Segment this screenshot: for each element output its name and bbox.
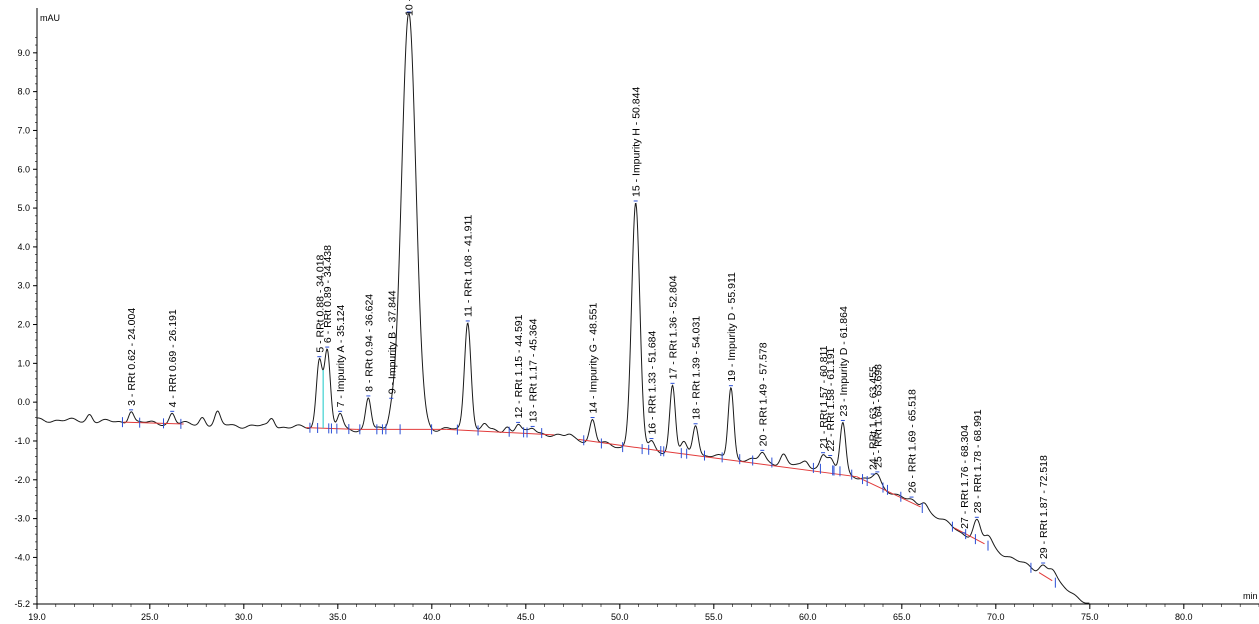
- peak-label: 8 - RRt 0.94 - 36.624: [363, 294, 375, 392]
- x-tick-label: 55.0: [705, 612, 723, 622]
- peak-label: 24 - RRt 1.63 - 63.455: [868, 366, 880, 470]
- x-tick-label: 80.0: [1175, 612, 1193, 622]
- peak-annotation: 9 - Impurity B - 37.844: [381, 290, 401, 435]
- peak-label: 16 - RRt 1.33 - 51.684: [646, 330, 658, 434]
- y-tick-label: -5.2: [14, 599, 30, 609]
- baseline-segment: [446, 428, 555, 436]
- peak-annotation: 16 - RRt 1.33 - 51.684: [641, 330, 662, 457]
- peak-annotation: 3 - RRt 0.62 - 24.004: [121, 308, 141, 428]
- peak-annotation: 13 - RRt 1.17 - 45.364: [523, 318, 543, 439]
- peak-label: 10 - Atorvastatin - 38.773: [404, 0, 416, 16]
- peak-annotation: 4 - RRt 0.69 - 26.191: [163, 309, 182, 429]
- x-tick-label: 35.0: [329, 612, 347, 622]
- peak-annotation: 12 - RRt 1.15 - 44.591: [508, 314, 528, 438]
- peak-label: 13 - RRt 1.17 - 45.364: [528, 318, 540, 422]
- x-tick-label: 30.0: [235, 612, 253, 622]
- y-tick-label: 1.0: [17, 358, 30, 368]
- peak-label: 20 - RRt 1.49 - 57.578: [757, 342, 769, 446]
- peak-label: 7 - Impurity A - 35.124: [335, 304, 347, 407]
- peak-label: 12 - RRt 1.15 - 44.591: [513, 314, 525, 418]
- peak-label: 18 - RRt 1.39 - 54.031: [691, 316, 703, 420]
- y-tick-label: 4.0: [17, 242, 30, 252]
- peak-label: 23 - Impurity D - 61.864: [838, 306, 850, 416]
- peak-annotation: 14 - Impurity G - 48.551: [583, 302, 602, 449]
- peak-label: 11 - RRt 1.08 - 41.911: [463, 214, 475, 316]
- peak-annotation: 23 - Impurity D - 61.864: [833, 306, 853, 480]
- trace-layer: [36, 13, 1090, 604]
- peak-label: 6 - RRt 0.89 - 34.438: [322, 245, 334, 343]
- peak-label: 15 - Impurity H - 50.844: [631, 87, 643, 197]
- peak-annotation: 6 - RRt 0.89 - 34.438: [317, 245, 338, 434]
- peak-label: 19 - Impurity D - 55.911: [726, 272, 738, 382]
- y-tick-label: -4.0: [14, 552, 30, 562]
- y-tick-label: 3.0: [17, 281, 30, 291]
- peak-label: 3 - RRt 0.62 - 24.004: [126, 308, 138, 406]
- peak-annotation: 22 - RRt 1.58 - 61.191: [819, 347, 841, 477]
- peak-annotation: 7 - Impurity A - 35.124: [330, 304, 350, 435]
- peak-label: 25 - RRt 1.64 - 63.698: [872, 364, 884, 468]
- peak-annotation: 19 - Impurity D - 55.911: [721, 272, 741, 465]
- peak-label: 22 - RRt 1.58 - 61.191: [825, 347, 837, 451]
- baseline-segment: [662, 450, 857, 478]
- y-axis: 9.0 8.0 7.0 6.0 5.0 4.0 3.0 2.0 1.0 0.0 -1.0 -2.0 -3…: [14, 8, 38, 609]
- peak-label: 17 - RRt 1.36 - 52.804: [668, 275, 680, 379]
- y-tick-label: 0.0: [17, 397, 30, 407]
- x-axis: 19.0 25.0 30.0 35.0 40.0 45.0 50.0 55.0 60.0 65.0…: [28, 603, 1259, 622]
- x-tick-label: 60.0: [799, 612, 817, 622]
- peak-annotation: 26 - RRt 1.69 - 65.518: [900, 389, 923, 513]
- peak-annotation: 25 - RRt 1.64 - 63.698: [866, 364, 888, 495]
- peak-annotation: 11 - RRt 1.08 - 41.911: [456, 214, 479, 436]
- peak-label: 26 - RRt 1.69 - 65.518: [907, 389, 919, 493]
- y-tick-label: 7.0: [17, 125, 30, 135]
- peak-label: 21 - RRt 1.57 - 60.811: [818, 345, 830, 448]
- baseline-segment: [1038, 572, 1053, 582]
- y-tick-label: 6.0: [17, 164, 30, 174]
- y-tick-label: 5.0: [17, 203, 30, 213]
- peak-annotation: 17 - RRt 1.36 - 52.804: [663, 275, 682, 459]
- peak-label: 27 - RRt 1.76 - 68.304: [959, 425, 971, 529]
- x-tick-label: 19.0: [28, 612, 46, 622]
- peak-annotation: 27 - RRt 1.76 - 68.304: [951, 425, 976, 545]
- peak-label: 29 - RRt 1.87 - 72.518: [1038, 455, 1050, 559]
- x-tick-label: 45.0: [517, 612, 535, 622]
- x-tick-label: 65.0: [893, 612, 911, 622]
- chromatogram-trace: [36, 13, 1090, 604]
- peak-annotation: 8 - RRt 0.94 - 36.624: [359, 294, 378, 435]
- y-tick-label: -2.0: [14, 475, 30, 485]
- peak-annotation: 10 - Atorvastatin - 38.773: [385, 0, 433, 435]
- peak-annotation: 29 - RRt 1.87 - 72.518: [1030, 455, 1056, 588]
- baseline-segment: [954, 527, 985, 545]
- y-tick-label: 9.0: [17, 48, 30, 58]
- y-axis-unit: mAU: [40, 13, 60, 23]
- peak-annotation: 5 - RRt 0.88 - 34.018: [309, 254, 330, 434]
- x-tick-label: 25.0: [141, 612, 159, 622]
- peak-layer: 3 - RRt 0.62 - 24.004 4 - RRt 0.69 - 26.1…: [121, 0, 1056, 588]
- y-tick-label: -1.0: [14, 436, 30, 446]
- x-tick-label: 75.0: [1081, 612, 1099, 622]
- peak-annotation: 21 - RRt 1.57 - 60.811: [812, 345, 834, 476]
- baseline-segment: [123, 421, 184, 425]
- x-tick-label: 70.0: [987, 612, 1005, 622]
- peak-annotation: 15 - Impurity H - 50.844: [622, 87, 650, 455]
- x-tick-label: 50.0: [611, 612, 629, 622]
- x-axis-unit: min: [1243, 591, 1258, 601]
- x-tick-label: 40.0: [423, 612, 441, 622]
- peak-annotation: 18 - RRt 1.39 - 54.031: [686, 316, 706, 461]
- peak-label: 4 - RRt 0.69 - 26.191: [167, 309, 179, 407]
- y-tick-label: 2.0: [17, 320, 30, 330]
- y-tick-label: 8.0: [17, 87, 30, 97]
- peak-annotation: 24 - RRt 1.63 - 63.455: [862, 366, 884, 493]
- peak-label: 5 - RRt 0.88 - 34.018: [314, 254, 326, 352]
- peak-label: 9 - Impurity B - 37.844: [386, 290, 398, 394]
- peak-label: 14 - Impurity G - 48.551: [588, 302, 600, 413]
- peak-annotation: 28 - RRt 1.78 - 68.991: [965, 409, 989, 551]
- y-tick-label: -3.0: [14, 514, 30, 524]
- peak-annotation: 20 - RRt 1.49 - 57.578: [752, 342, 773, 468]
- peak-label: 28 - RRt 1.78 - 68.991: [972, 409, 984, 513]
